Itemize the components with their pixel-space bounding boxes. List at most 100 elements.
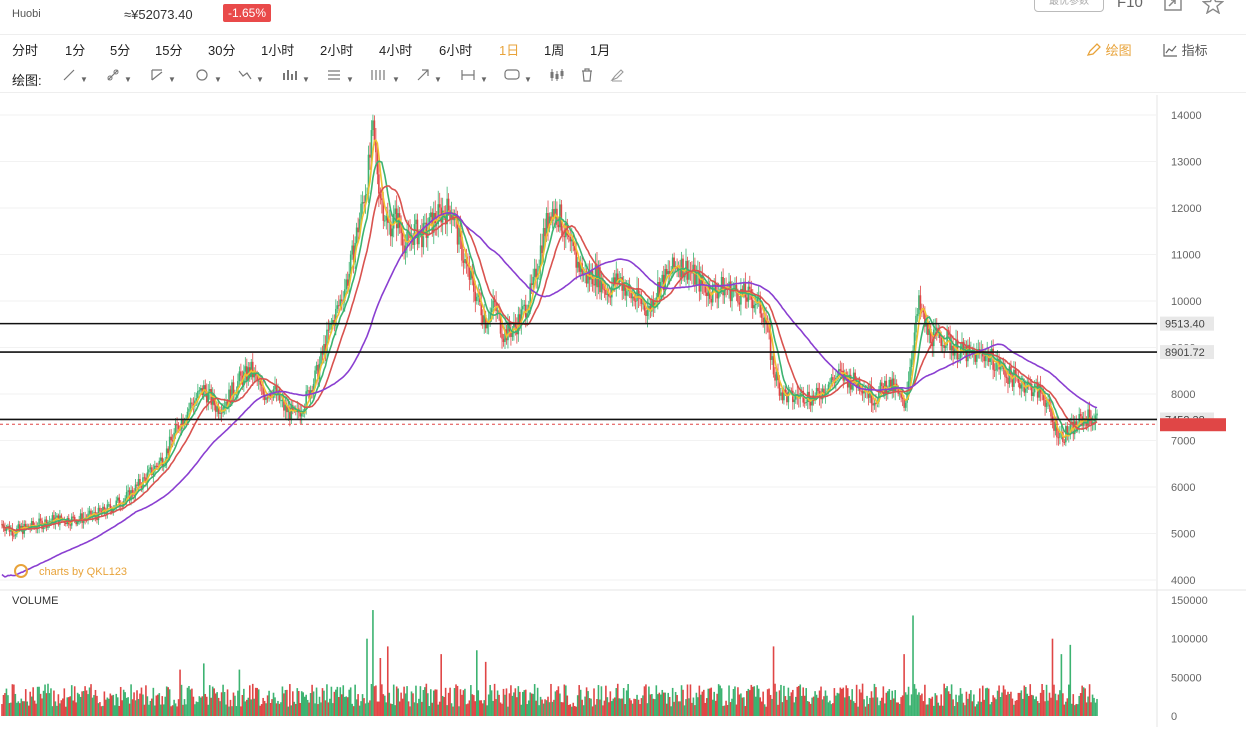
volume-bar: [824, 690, 827, 716]
position-tool[interactable]: ▼: [282, 68, 310, 88]
volume-bar: [81, 691, 83, 716]
volume-bar: [208, 685, 211, 716]
line-tool[interactable]: ▼: [62, 68, 88, 88]
drawing-toolbar: 绘图: ▼ ▼ ▼ ▼ ▼ ▼ ▼ ▼ ▼ ▼ ▼: [0, 64, 1246, 93]
volume-bar: [474, 701, 477, 716]
volume-bar: [444, 687, 447, 716]
pattern-tool[interactable]: ▼: [238, 68, 264, 88]
candle-body: [317, 364, 319, 380]
candle-body: [751, 299, 754, 309]
volume-bar: [1054, 693, 1057, 716]
volume-bar: [278, 703, 281, 716]
volume-bar: [501, 703, 503, 716]
tab-2hour[interactable]: 2小时: [320, 43, 354, 58]
volume-bar: [523, 690, 526, 716]
candle-body: [520, 309, 523, 324]
current-price-marker: [1160, 418, 1226, 432]
volume-bar: [636, 694, 638, 716]
clear-tool[interactable]: [610, 68, 624, 88]
tab-15min[interactable]: 15分: [155, 43, 183, 58]
volume-bar: [1036, 701, 1039, 716]
volume-bar: [815, 694, 818, 716]
volume-bar: [811, 697, 813, 716]
indicators-button[interactable]: 指标: [1162, 40, 1208, 59]
chart-area[interactable]: 1400013000120001100010000900080007000600…: [0, 95, 1246, 727]
volume-bar: [662, 692, 665, 716]
candle-body: [100, 511, 103, 513]
volume-bar: [542, 703, 545, 716]
volume-bar: [846, 688, 849, 716]
candle-body: [900, 393, 902, 398]
star-icon[interactable]: [1201, 0, 1225, 15]
volume-bar: [222, 684, 224, 716]
draw-button[interactable]: 绘图: [1086, 40, 1132, 59]
tab-1month[interactable]: 1月: [590, 43, 611, 58]
tab-1day[interactable]: 1日: [499, 43, 520, 58]
candle-body: [1041, 392, 1043, 394]
volume-bar: [182, 704, 184, 716]
candle-body: [965, 346, 968, 362]
options-button[interactable]: 最优参数: [1034, 0, 1104, 12]
volume-bar: [1094, 702, 1097, 716]
tab-1hour[interactable]: 1小时: [261, 43, 295, 58]
channel-tool[interactable]: ▼: [150, 68, 176, 88]
volume-bar: [50, 688, 52, 716]
volume-bar: [524, 689, 527, 716]
line-icon: [63, 69, 75, 81]
volume-bar: [108, 698, 110, 716]
fib-icon: [328, 70, 340, 80]
candle-body: [260, 384, 263, 386]
candle-body: [999, 367, 1002, 370]
y-tick-label: 10000: [1171, 296, 1202, 308]
candle-body: [314, 370, 316, 384]
candle-body: [746, 297, 748, 302]
tab-6hour[interactable]: 6小时: [439, 43, 473, 58]
candle-body: [557, 224, 560, 228]
volume-bar: [498, 694, 500, 716]
tab-1min[interactable]: 1分: [65, 43, 86, 58]
circle-tool[interactable]: ▼: [194, 68, 222, 88]
candle-body: [502, 338, 505, 343]
candle-body: [400, 227, 402, 234]
volume-bar: [698, 685, 701, 716]
tab-5min[interactable]: 5分: [110, 43, 131, 58]
measure-icon: [461, 70, 475, 80]
delete-tool[interactable]: [580, 68, 594, 88]
volume-bar: [941, 705, 944, 716]
expand-icon[interactable]: [1163, 0, 1183, 12]
tab-fenshi[interactable]: 分时: [12, 43, 39, 58]
ray-tool[interactable]: ▼: [106, 68, 132, 88]
gann-tool[interactable]: ▼: [370, 68, 400, 88]
tab-1week[interactable]: 1周: [544, 43, 565, 58]
text-tool[interactable]: ▼: [504, 68, 532, 88]
candle-body: [231, 382, 233, 403]
volume-bar: [406, 686, 408, 716]
tab-4hour[interactable]: 4小时: [379, 43, 413, 58]
fib-tool[interactable]: ▼: [326, 68, 354, 88]
volume-bar: [207, 704, 210, 716]
volume-bar: [995, 699, 997, 716]
volume-bar: [345, 696, 348, 716]
candle-body: [197, 391, 199, 399]
volume-bar: [443, 697, 445, 716]
candle-toggle[interactable]: [549, 68, 565, 88]
volume-bar: [716, 693, 718, 716]
volume-bar: [538, 705, 540, 716]
volume-bar: [738, 694, 741, 716]
candle-body: [1007, 377, 1009, 384]
volume-bar: [91, 697, 94, 716]
volume-bar: [240, 706, 242, 716]
volume-bar: [197, 702, 199, 716]
arrow-tool[interactable]: ▼: [416, 68, 442, 88]
volume-bar: [57, 694, 60, 716]
candle-body: [888, 379, 891, 391]
candle-body: [962, 341, 965, 352]
watermark-logo-icon: [14, 564, 28, 578]
f10-button[interactable]: F10: [1117, 0, 1143, 11]
volume-bar: [65, 706, 67, 716]
candle-body: [10, 528, 12, 532]
candle-body: [633, 296, 635, 301]
measure-tool[interactable]: ▼: [460, 68, 488, 88]
volume-bar: [416, 703, 419, 716]
tab-30min[interactable]: 30分: [208, 43, 236, 58]
